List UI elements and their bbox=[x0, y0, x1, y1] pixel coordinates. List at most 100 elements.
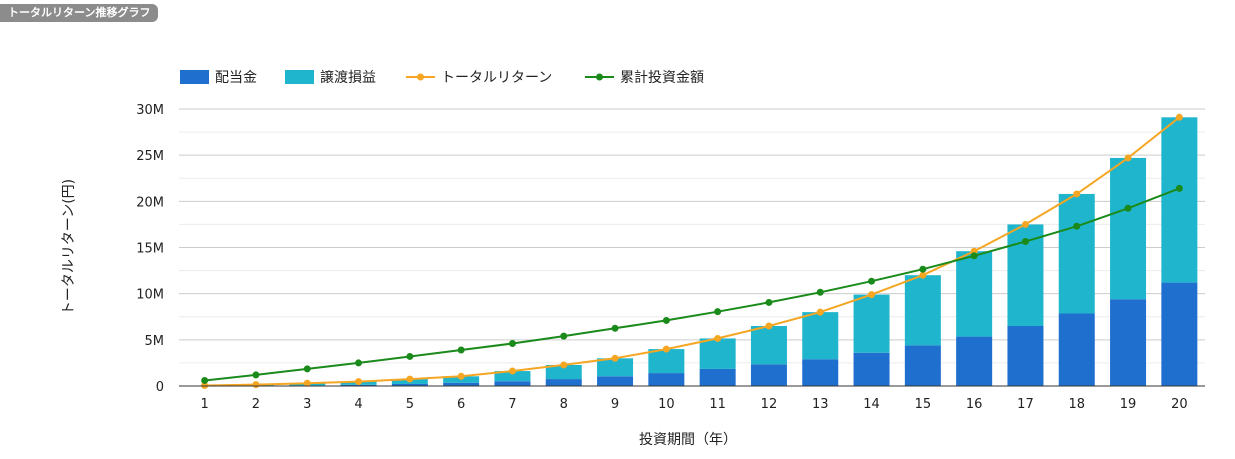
bar-segment bbox=[750, 325, 787, 365]
series-point bbox=[919, 265, 927, 273]
x-tick-label: 9 bbox=[611, 397, 619, 412]
legend-item[interactable]: 譲渡損益 bbox=[285, 70, 376, 86]
series-point bbox=[970, 252, 978, 260]
series-point bbox=[765, 298, 773, 306]
y-tick-label: 15M bbox=[136, 242, 164, 257]
bar-segment bbox=[597, 358, 634, 377]
bar-segment bbox=[648, 349, 685, 374]
x-tick-label: 20 bbox=[1171, 397, 1188, 412]
series-point bbox=[508, 367, 516, 375]
series-point bbox=[868, 277, 876, 285]
bar-segment bbox=[648, 373, 685, 386]
series-point bbox=[816, 288, 824, 296]
series-point bbox=[868, 291, 876, 299]
x-tick-label: 14 bbox=[863, 397, 880, 412]
series-point bbox=[1073, 222, 1081, 230]
series-point bbox=[1175, 113, 1183, 121]
bar-segment bbox=[1161, 282, 1198, 386]
legend-swatch bbox=[180, 70, 209, 84]
x-tick-label: 17 bbox=[1017, 397, 1034, 412]
chart-tag: トータルリターン推移グラフ bbox=[0, 4, 159, 22]
x-tick-label: 13 bbox=[812, 397, 829, 412]
series-point bbox=[303, 379, 311, 387]
legend-swatch bbox=[285, 70, 314, 84]
bar-segment bbox=[1058, 313, 1095, 386]
x-tick-label: 7 bbox=[508, 397, 516, 412]
series-point bbox=[919, 271, 927, 279]
x-tick-label: 12 bbox=[761, 397, 778, 412]
x-axis-title: 投資期間（年） bbox=[639, 432, 737, 448]
bar-segment bbox=[802, 359, 839, 386]
legend-label: 累計投資金額 bbox=[620, 70, 704, 86]
legend-item[interactable]: トータルリターン bbox=[406, 70, 552, 86]
bar-segment bbox=[699, 368, 736, 386]
series-point bbox=[201, 376, 209, 384]
series-point bbox=[252, 381, 260, 389]
series-point bbox=[1021, 220, 1029, 228]
bar-segment bbox=[802, 312, 839, 360]
bar-segment bbox=[597, 376, 634, 386]
x-tick-label: 10 bbox=[658, 397, 675, 412]
y-tick-label: 30M bbox=[136, 103, 164, 118]
series-point bbox=[816, 308, 824, 316]
x-tick-label: 5 bbox=[406, 397, 414, 412]
series-point bbox=[765, 322, 773, 330]
series-point bbox=[1124, 204, 1132, 212]
series-point bbox=[252, 371, 260, 379]
bar-segment bbox=[1110, 299, 1147, 386]
y-tick-label: 0 bbox=[156, 380, 164, 395]
bars-layer bbox=[186, 117, 1198, 386]
bar-segment bbox=[391, 383, 428, 386]
x-tick-label: 11 bbox=[709, 397, 726, 412]
series-point bbox=[662, 345, 670, 353]
x-tick-label: 15 bbox=[915, 397, 932, 412]
x-tick-label: 4 bbox=[354, 397, 362, 412]
series-point bbox=[662, 316, 670, 324]
bar-segment bbox=[340, 384, 377, 386]
x-tick-label: 1 bbox=[201, 397, 209, 412]
series-line bbox=[204, 116, 1180, 387]
series-point bbox=[355, 359, 363, 367]
x-tick-label: 19 bbox=[1120, 397, 1137, 412]
bar-segment bbox=[1058, 193, 1095, 314]
bar-segment bbox=[853, 352, 890, 386]
bar-segment bbox=[750, 364, 787, 386]
x-tick-label: 8 bbox=[560, 397, 568, 412]
series-point bbox=[714, 308, 722, 316]
series-point bbox=[406, 375, 414, 383]
bar-segment bbox=[545, 379, 582, 386]
lines-layer bbox=[201, 113, 1183, 390]
bar-segment bbox=[956, 251, 993, 337]
legend-item[interactable]: 配当金 bbox=[180, 70, 257, 86]
x-tick-label: 18 bbox=[1068, 397, 1085, 412]
x-tick-label: 6 bbox=[457, 397, 465, 412]
legend-label: 配当金 bbox=[215, 70, 257, 86]
bar-segment bbox=[699, 338, 736, 369]
series-point bbox=[355, 378, 363, 386]
series-point bbox=[303, 365, 311, 373]
bar-segment bbox=[443, 382, 480, 386]
series-point bbox=[560, 361, 568, 369]
y-axis-title: トータルリターン(円) bbox=[61, 179, 77, 315]
series-point bbox=[457, 346, 465, 354]
legend-item[interactable]: 累計投資金額 bbox=[585, 70, 704, 86]
legend-marker bbox=[417, 73, 424, 81]
series-point bbox=[457, 372, 465, 380]
series-point bbox=[1124, 154, 1132, 162]
x-tick-label: 16 bbox=[966, 397, 983, 412]
bar-segment bbox=[904, 275, 941, 346]
bar-segment bbox=[853, 294, 890, 353]
series-point bbox=[714, 334, 722, 342]
series-point bbox=[508, 340, 516, 348]
bar-segment bbox=[956, 336, 993, 386]
series-point bbox=[611, 354, 619, 362]
legend[interactable]: 配当金 譲渡損益 トータルリターン 累計投資金額 bbox=[180, 70, 704, 86]
legend-marker bbox=[596, 73, 603, 81]
bar-segment bbox=[545, 364, 582, 380]
bar-segment bbox=[1161, 117, 1198, 283]
legend-label: トータルリターン bbox=[441, 70, 552, 86]
legend-label: 譲渡損益 bbox=[320, 70, 376, 86]
series-point bbox=[560, 332, 568, 340]
